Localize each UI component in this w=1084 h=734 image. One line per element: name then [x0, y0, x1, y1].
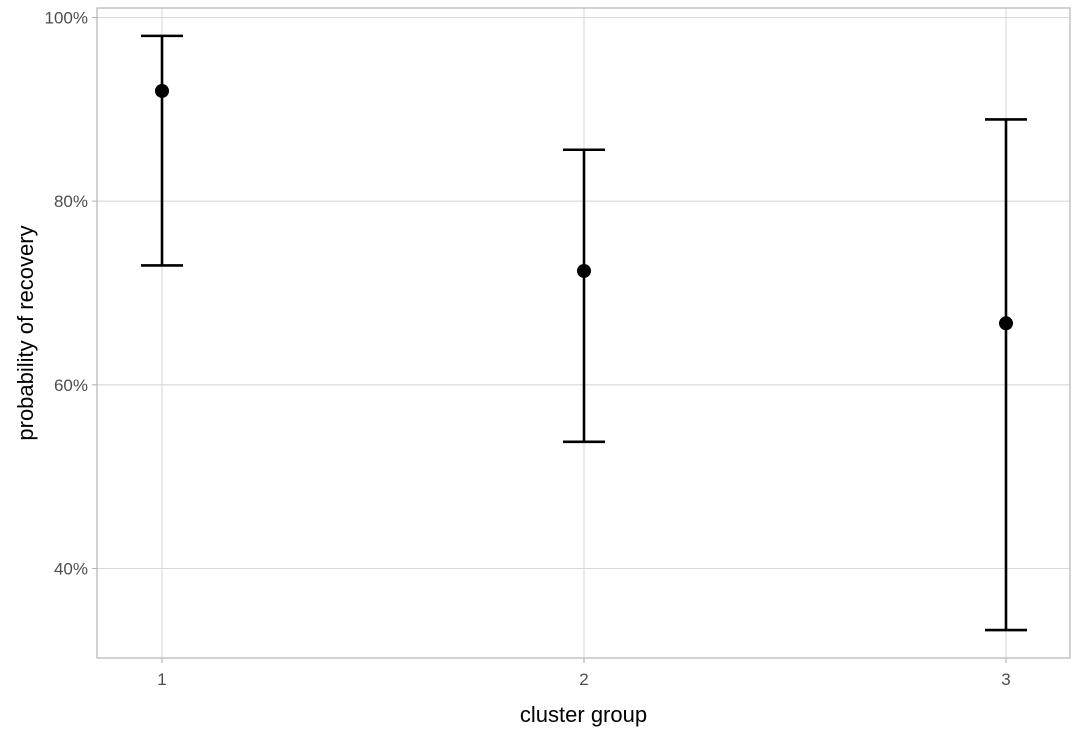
data-point — [999, 316, 1013, 331]
errorbar-group — [985, 118, 1027, 632]
x-tick-label: 2 — [579, 670, 588, 689]
errorbar-group — [141, 34, 183, 267]
errorbar-group — [563, 148, 605, 444]
x-tick-label: 3 — [1001, 670, 1010, 689]
data-marks — [141, 34, 1027, 632]
y-tick-label: 60% — [54, 376, 88, 395]
x-axis-title: cluster group — [520, 702, 647, 727]
y-tick-label: 80% — [54, 192, 88, 211]
y-tick-label: 100% — [45, 9, 88, 28]
data-point — [155, 83, 169, 98]
y-tick-label: 40% — [54, 560, 88, 579]
axis-ticks: 40% 60% 80% 100% 1 2 3 — [45, 9, 1011, 690]
x-tick-label: 1 — [157, 670, 166, 689]
data-point — [577, 263, 591, 278]
y-axis-title: probability of recovery — [13, 225, 38, 440]
